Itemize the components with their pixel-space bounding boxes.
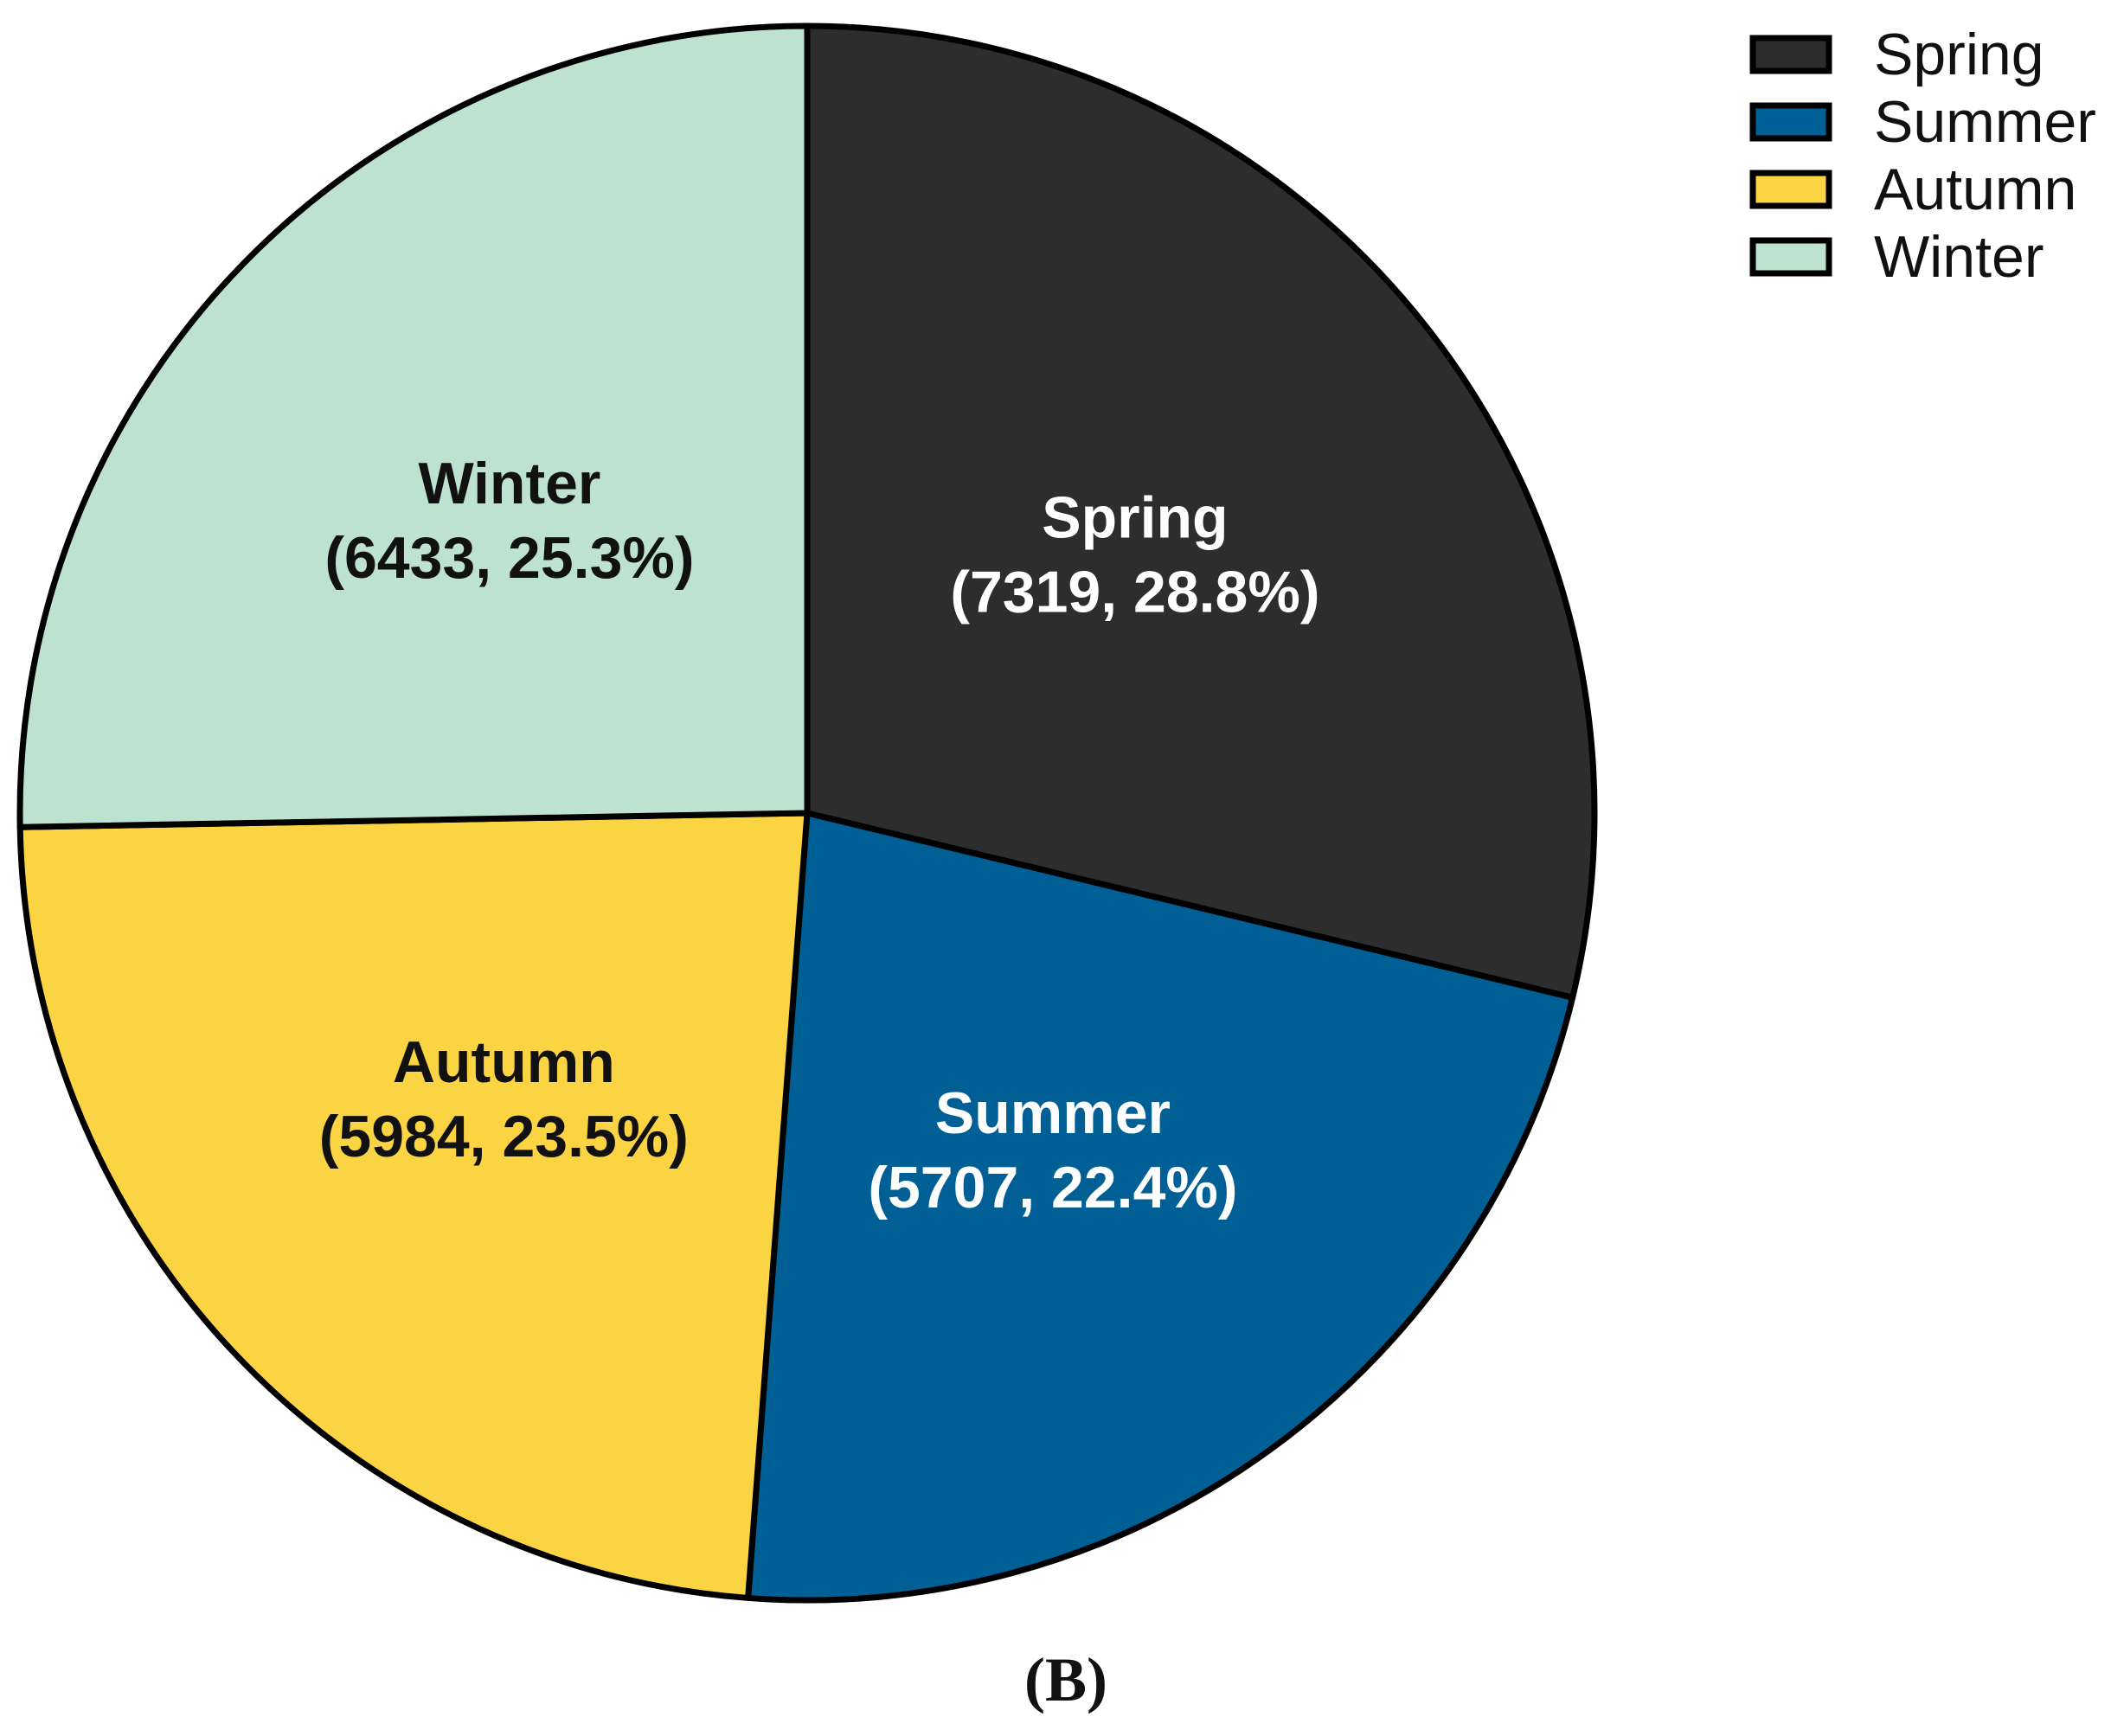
slice-value-winter: (6433, 25.3%) <box>324 525 694 591</box>
pie-slice-autumn <box>16 810 811 1601</box>
legend-swatch-winter <box>1749 237 1832 277</box>
pie-slice-spring <box>804 22 1598 1001</box>
legend-swatch-autumn <box>1749 170 1832 209</box>
slice-name-summer: Summer <box>935 1080 1171 1146</box>
slice-name-spring: Spring <box>1042 485 1228 551</box>
pie-slice-summer <box>745 810 1576 1604</box>
legend-swatch-summer <box>1749 102 1832 142</box>
legend-label-summer: Summer <box>1874 89 2096 155</box>
pie-slice-winter <box>16 22 811 830</box>
slice-name-autumn: Autumn <box>393 1029 615 1095</box>
panel-label: (B) <box>1024 1645 1107 1714</box>
slice-value-spring: (7319, 28.8%) <box>950 560 1319 625</box>
slice-value-summer: (5707, 22.4%) <box>868 1155 1237 1220</box>
legend-label-winter: Winter <box>1874 224 2044 290</box>
slice-value-autumn: (5984, 23.5%) <box>319 1104 689 1169</box>
pie-slices <box>16 22 1598 1604</box>
legend-label-autumn: Autumn <box>1874 157 2076 222</box>
legend-swatch-spring <box>1749 35 1832 74</box>
slice-labels: Spring (7319, 28.8%) Summer (5707, 22.4%) Au… <box>319 451 1320 1220</box>
slice-name-winter: Winter <box>418 451 600 516</box>
legend-label-spring: Spring <box>1874 22 2044 87</box>
